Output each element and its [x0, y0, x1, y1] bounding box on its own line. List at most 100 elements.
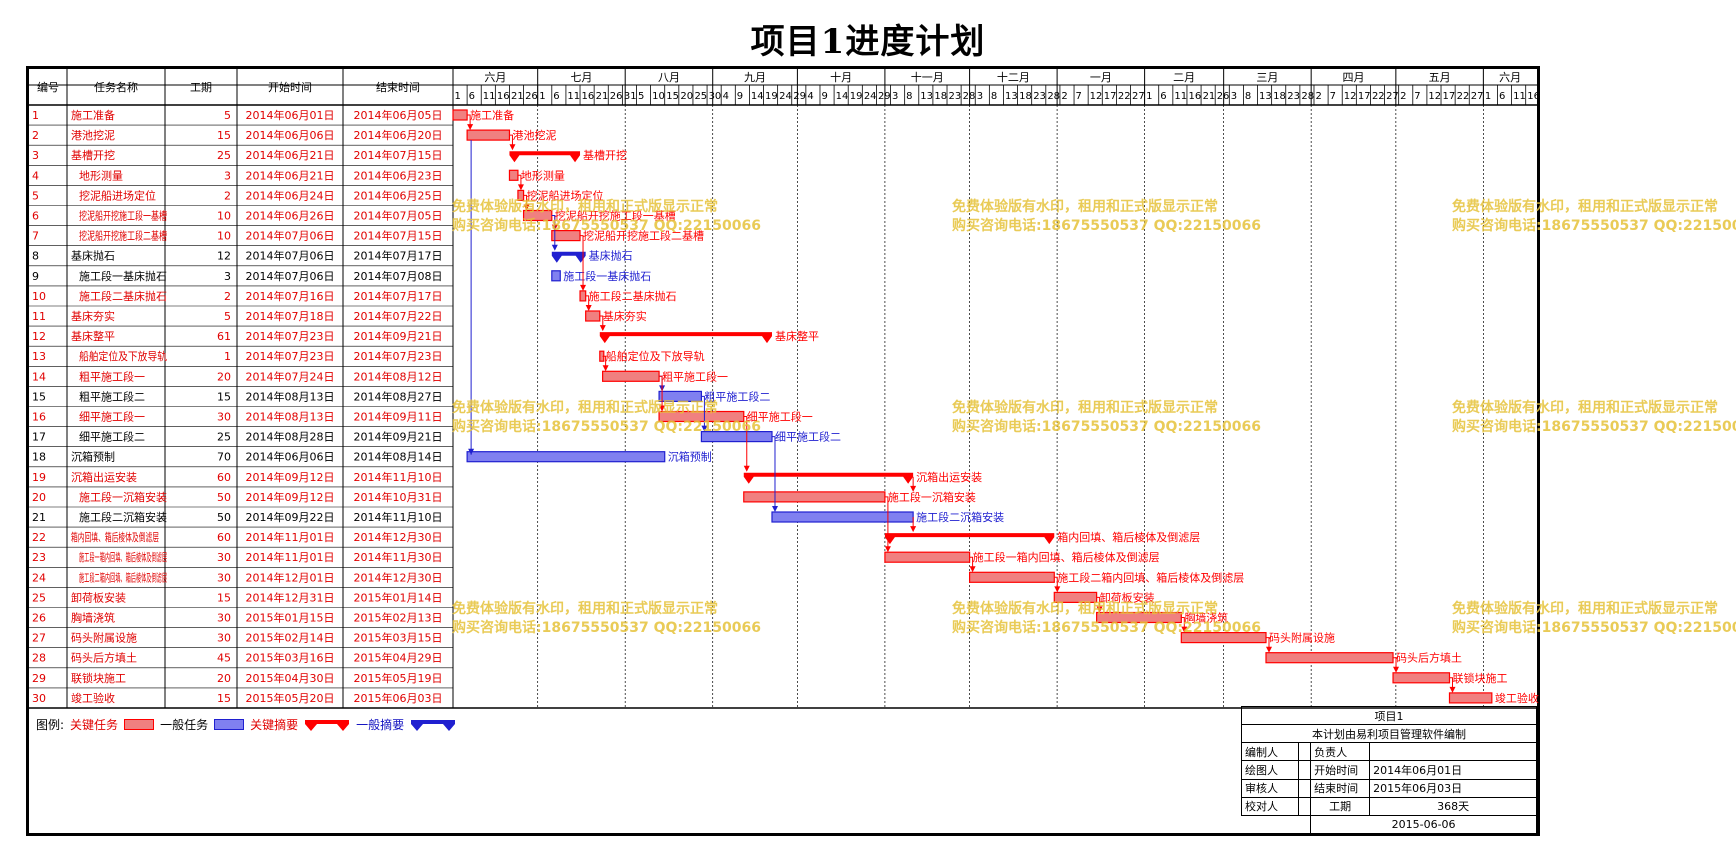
task-duration: 45 — [217, 652, 231, 665]
task-name: 基床抛石 — [71, 249, 115, 263]
task-duration: 20 — [217, 672, 231, 685]
task-id: 6 — [32, 210, 39, 223]
task-name: 挖泥船进场定位 — [79, 188, 156, 202]
task-id: 21 — [32, 511, 46, 524]
day-tick-label: 22 — [1118, 91, 1131, 102]
dependency-link — [585, 295, 590, 307]
day-tick-label: 21 — [596, 91, 609, 102]
day-tick-label: 3 — [977, 91, 983, 102]
day-tick-label: 3 — [1231, 91, 1237, 102]
task-id: 9 — [32, 270, 39, 283]
dependency-link — [1096, 596, 1101, 609]
day-tick-label: 18 — [1273, 91, 1286, 102]
day-tick-label: 2 — [1400, 91, 1406, 102]
dependency-link — [884, 496, 889, 549]
task-end: 2015年04月29日 — [354, 651, 443, 665]
task-start: 2014年07月23日 — [246, 329, 335, 343]
task-bar — [579, 290, 587, 302]
bar-label: 港池挖泥 — [512, 128, 556, 142]
day-tick-label: 17 — [1104, 91, 1117, 102]
bar-label: 施工段一沉箱安装 — [888, 490, 976, 504]
day-tick-label: 26 — [610, 91, 623, 102]
task-id: 5 — [32, 189, 39, 202]
dependency-link — [599, 315, 604, 328]
task-start: 2015年02月14日 — [246, 631, 335, 645]
day-tick-label: 20 — [680, 91, 693, 102]
bar-label: 沉箱预制 — [668, 450, 712, 464]
task-name: 粗平施工段一 — [79, 369, 145, 383]
task-bar — [517, 189, 525, 201]
project-info-box: 项目1 本计划由易利项目管理软件编制 编制人 负责人 绘图人 开始时间 2014年06… — [1241, 705, 1537, 835]
day-tick-label: 25 — [694, 91, 707, 102]
task-start: 2014年06月21日 — [246, 148, 335, 162]
task-id: 1 — [32, 109, 39, 122]
task-bar — [1392, 672, 1451, 684]
month-label: 十一月 — [911, 70, 944, 84]
task-start: 2014年06月01日 — [246, 108, 335, 122]
task-id: 8 — [32, 250, 39, 263]
task-id: 4 — [32, 169, 39, 182]
task-end: 2014年11月30日 — [354, 550, 443, 564]
day-tick-label: 1 — [1146, 91, 1152, 102]
legend-normal-summary-label: 一般摘要 — [356, 718, 405, 732]
day-tick-label: 28 — [1047, 91, 1060, 102]
task-duration: 1 — [224, 350, 231, 363]
task-name: 施工段一基床抛石 — [79, 269, 167, 283]
info-editor-label: 编制人 — [1241, 742, 1299, 762]
month-label: 十月 — [830, 70, 852, 84]
day-tick-label: 28 — [963, 91, 976, 102]
day-tick-label: 30 — [709, 91, 722, 102]
task-name: 施工准备 — [71, 108, 115, 122]
bar-label: 施工段二箱内回填、箱后棱体及倒滤层 — [1057, 570, 1244, 584]
day-tick-label: 12 — [1090, 91, 1103, 102]
task-name: 地形测量 — [79, 169, 123, 182]
task-name: 沉箱预制 — [71, 450, 115, 464]
task-start: 2014年07月06日 — [246, 269, 335, 283]
task-id: 3 — [32, 149, 39, 162]
task-start: 2014年08月13日 — [246, 410, 335, 424]
task-bar — [658, 410, 745, 423]
task-duration: 15 — [217, 692, 231, 705]
dependency-arrowhead — [517, 184, 524, 191]
info-editor-value — [1297, 742, 1312, 762]
dependency-arrowhead — [509, 144, 516, 151]
month-label: 八月 — [658, 71, 680, 84]
task-end: 2014年08月14日 — [354, 450, 443, 464]
day-tick-label: 22 — [1372, 91, 1385, 102]
bar-label: 挖泥船进场定位 — [527, 188, 604, 202]
task-name: 施工段一沉箱安装 — [79, 490, 167, 504]
dependency-link — [523, 194, 528, 207]
day-tick-label: 16 — [497, 91, 510, 102]
day-tick-label: 24 — [779, 91, 792, 102]
dependency-arrowhead — [1096, 606, 1103, 613]
task-id: 18 — [32, 451, 46, 464]
task-bar — [1265, 652, 1394, 664]
bar-label: 胸墙浇筑 — [1184, 611, 1228, 625]
bar-label: 施工段二基床抛石 — [589, 289, 677, 303]
dependency-link — [467, 114, 471, 127]
dependency-arrowhead — [1449, 686, 1456, 693]
info-duration-value: 368天 — [1369, 796, 1537, 816]
info-checker-value — [1297, 796, 1312, 816]
info-checker-label: 校对人 — [1241, 796, 1299, 816]
task-name: 联锁块施工 — [71, 671, 126, 685]
task-start: 2015年05月20日 — [246, 691, 335, 705]
task-name: 船舶定位及下放导轨 — [79, 349, 167, 363]
summary-bar — [509, 151, 581, 163]
day-tick-label: 23 — [1033, 91, 1046, 102]
task-end: 2015年01月14日 — [354, 590, 443, 604]
dependency-link — [1266, 637, 1270, 649]
task-start: 2014年09月22日 — [246, 510, 335, 524]
dependency-arrowhead — [771, 506, 778, 512]
task-end: 2014年09月21日 — [354, 329, 443, 343]
info-owner-label: 负责人 — [1310, 742, 1371, 762]
task-duration: 2 — [224, 189, 231, 202]
dependency-link — [1054, 576, 1058, 589]
chart-title: 项目1进度计划 — [750, 22, 986, 62]
dependency-link — [659, 375, 663, 408]
day-tick-label: 8 — [906, 91, 912, 102]
bar-label: 联锁块施工 — [1452, 671, 1507, 685]
task-duration: 60 — [217, 471, 231, 484]
task-duration: 50 — [217, 511, 231, 524]
